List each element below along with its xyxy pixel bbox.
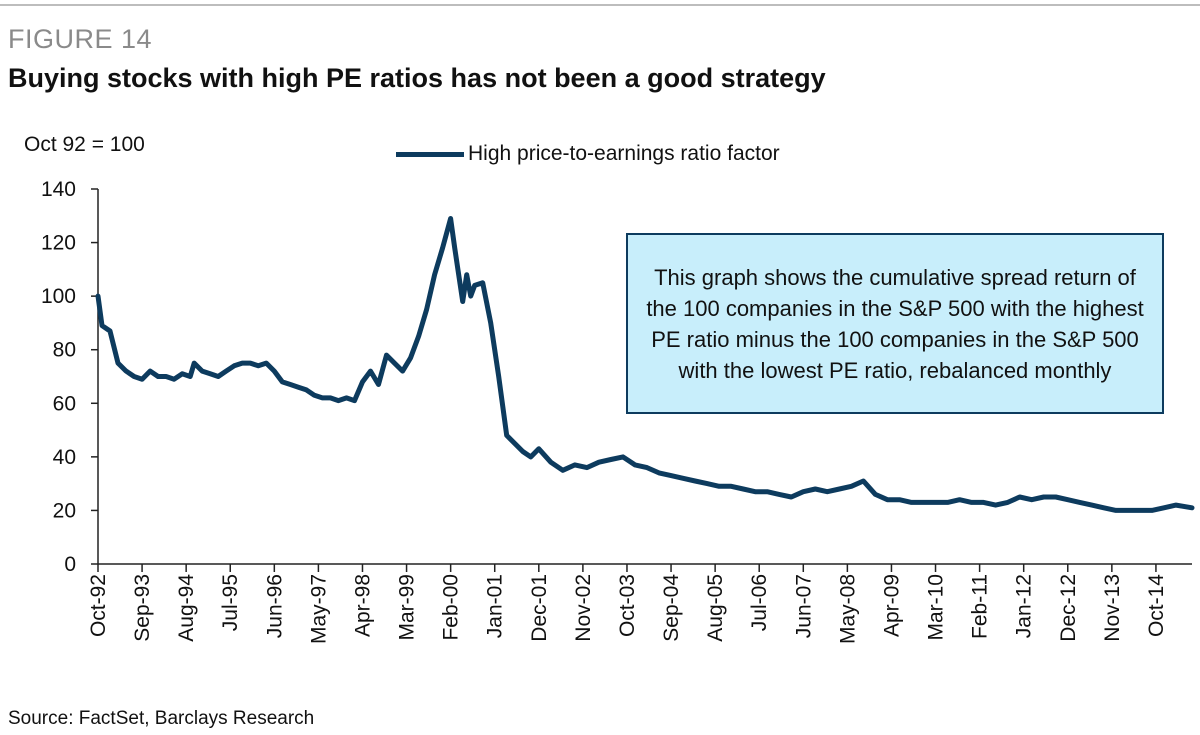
- x-tick-label: May-97: [307, 574, 330, 644]
- x-tick-label: Oct-03: [616, 574, 639, 637]
- y-tick-label: 100: [41, 285, 76, 308]
- x-tick-label: Jan-01: [484, 574, 507, 638]
- legend-label: High price-to-earnings ratio factor: [468, 142, 780, 165]
- y-tick-label: 120: [41, 232, 76, 255]
- annotation-callout: This graph shows the cumulative spread r…: [626, 233, 1164, 414]
- x-tick-label: Jul-95: [219, 574, 242, 631]
- y-tick-label: 140: [41, 178, 76, 201]
- x-tick-label: Apr-09: [880, 574, 903, 637]
- y-tick-label: 60: [53, 392, 76, 415]
- x-tick-label: Feb-11: [969, 574, 992, 639]
- y-tick-label: 20: [53, 499, 76, 522]
- figure-label: FIGURE 14: [8, 24, 153, 54]
- x-tick-label: Aug-94: [175, 574, 198, 642]
- y-tick-label: 80: [53, 339, 76, 362]
- x-tick-label: Apr-98: [351, 574, 374, 637]
- y-tick-label: 40: [53, 446, 76, 469]
- y-axis-ticks: 0 20 40 60 80 100 120 140: [41, 178, 98, 576]
- x-tick-label: Jul-06: [748, 574, 771, 631]
- x-tick-label: Nov-02: [572, 574, 595, 642]
- x-axis-ticks: Oct-92 Sep-93 Aug-94 Jul-95 Jun-96 May-97 Apr-…: [87, 564, 1168, 644]
- x-tick-label: Feb-00: [440, 574, 463, 641]
- x-tick-label: Sep-93: [131, 574, 154, 642]
- x-tick-label: Dec-12: [1057, 574, 1080, 642]
- x-tick-label: Jun-96: [263, 574, 286, 638]
- source-note: Source: FactSet, Barclays Research: [8, 708, 315, 729]
- x-tick-label: Sep-04: [660, 574, 683, 642]
- x-tick-label: Aug-05: [704, 574, 727, 642]
- chart-canvas: 0 20 40 60 80 100 120 140 Oct-92 Sep-93 Aug-94 Jul…: [41, 178, 1195, 644]
- figure-title: Buying stocks with high PE ratios has no…: [8, 63, 826, 93]
- series-line-high-pe-factor: [95, 216, 1195, 513]
- legend-swatch: [396, 151, 464, 157]
- x-tick-label: Oct-92: [87, 574, 110, 637]
- x-tick-label: Jun-07: [792, 574, 815, 638]
- x-tick-label: May-08: [836, 574, 859, 644]
- x-tick-label: Mar-99: [396, 574, 419, 641]
- x-tick-label: Oct-14: [1145, 574, 1168, 637]
- x-tick-label: Dec-01: [528, 574, 551, 642]
- axes: [97, 189, 1192, 565]
- x-tick-label: Jan-12: [1013, 574, 1036, 638]
- y-axis-unit-label: Oct 92 = 100: [24, 133, 145, 156]
- x-tick-label: Mar-10: [925, 574, 948, 641]
- top-rule: [0, 4, 1200, 6]
- legend: High price-to-earnings ratio factor: [396, 142, 780, 166]
- y-tick-label: 0: [64, 553, 76, 576]
- x-tick-label: Nov-13: [1101, 574, 1124, 642]
